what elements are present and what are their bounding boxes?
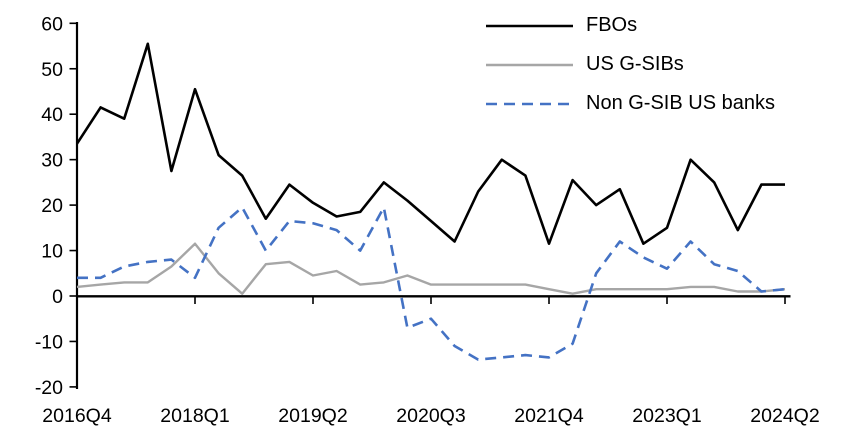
legend-label-fbos: FBOs bbox=[586, 14, 638, 36]
x-tick-label: 2023Q1 bbox=[632, 405, 701, 427]
series-lines bbox=[75, 42, 786, 361]
x-tick-label: 2021Q4 bbox=[514, 405, 584, 427]
y-tick-label: 30 bbox=[41, 150, 63, 172]
y-tick-label: -20 bbox=[35, 377, 63, 399]
legend-label-non-gsib-us-banks: Non G-SIB US banks bbox=[586, 92, 775, 114]
legend-swatch-non-gsib-us-banks-line bbox=[486, 102, 573, 105]
y-tick-label: 10 bbox=[41, 241, 63, 263]
legend-item-non-gsib-us-banks: Non G-SIB US banks bbox=[486, 84, 775, 123]
x-tick-label: 2016Q4 bbox=[42, 405, 112, 427]
y-tick-label: 40 bbox=[41, 104, 63, 126]
legend-label-us-gsibs: US G-SIBs bbox=[586, 53, 684, 75]
legend-swatch-fbos-line bbox=[486, 24, 573, 27]
series-line-us-g-sibs bbox=[76, 242, 786, 295]
x-tick-label: 2018Q1 bbox=[160, 405, 229, 427]
y-tick-label: 20 bbox=[41, 195, 63, 217]
y-tick-label: -10 bbox=[35, 331, 63, 353]
x-tick-label: 2020Q3 bbox=[396, 405, 465, 427]
legend-item-us-gsibs: US G-SIBs bbox=[486, 45, 775, 84]
x-tick-label: 2019Q2 bbox=[278, 405, 347, 427]
y-tick-label: 0 bbox=[52, 286, 63, 308]
series-line-fbos bbox=[75, 42, 785, 245]
legend-item-fbos: FBOs bbox=[486, 6, 775, 45]
axis-labels: 60 50 40 30 20 10 0 -10 -20 2016Q4 2018Q1 2019Q2 202… bbox=[35, 13, 820, 427]
legend: FBOs US G-SIBs Non G-SIB US banks bbox=[486, 6, 775, 123]
y-tick-label: 60 bbox=[41, 13, 63, 35]
legend-swatch-us-gsibs-line bbox=[486, 63, 573, 66]
axes bbox=[69, 22, 791, 389]
y-tick-label: 50 bbox=[41, 59, 63, 81]
series-line-non-g-sib-us-banks bbox=[77, 206, 786, 361]
x-tick-label: 2024Q2 bbox=[750, 405, 819, 427]
